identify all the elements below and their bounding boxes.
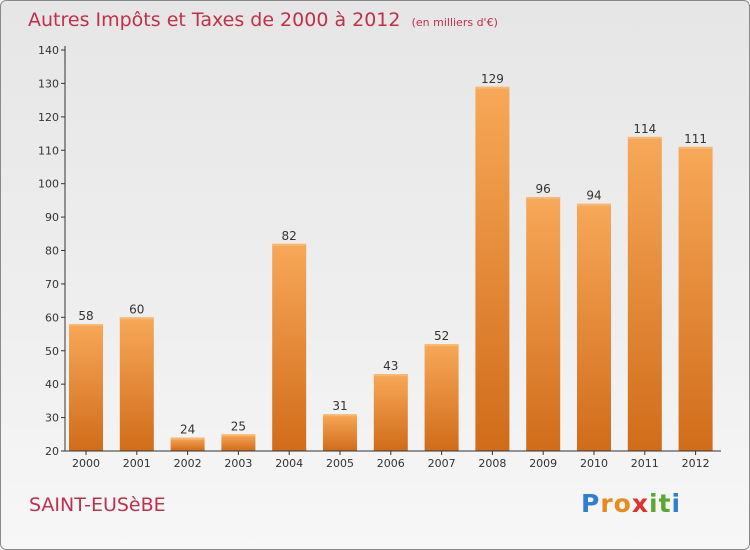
bar-2001 — [119, 317, 154, 451]
value-label: 111 — [684, 132, 707, 146]
bar-top-highlight — [221, 434, 256, 437]
city-name: SAINT-EUSèBE — [29, 494, 166, 516]
bar-top-highlight — [119, 317, 154, 320]
y-tick-label: 60 — [45, 311, 59, 324]
chart-title: Autres Impôts et Taxes de 2000 à 2012 (e… — [28, 9, 498, 31]
value-label: 60 — [129, 302, 144, 316]
chart-title-text: Autres Impôts et Taxes de 2000 à 2012 — [28, 9, 401, 31]
y-tick-label: 120 — [38, 111, 59, 124]
y-tick-label: 20 — [45, 445, 59, 458]
bar-2010 — [577, 203, 611, 451]
bar-top-highlight — [272, 243, 307, 246]
bars-group — [69, 86, 713, 452]
chart-title-unit: (en milliers d'€) — [411, 16, 498, 29]
y-tick-label: 70 — [45, 278, 59, 291]
x-tick-label: 2011 — [631, 457, 659, 470]
y-tick-label: 30 — [45, 412, 59, 425]
bar-2004 — [272, 243, 307, 451]
value-labels-group: 58 60 24 25 82 31 43 52 129 96 94 114 111 — [78, 72, 707, 437]
value-label: 82 — [282, 229, 297, 243]
x-tick-label: 2003 — [224, 457, 252, 470]
bar-2002 — [170, 437, 205, 451]
logo-letter: o — [613, 489, 632, 518]
bar-2000 — [69, 324, 103, 451]
bar-2005 — [323, 414, 357, 451]
bar-top-highlight — [323, 414, 357, 417]
bar-2003 — [221, 434, 256, 451]
value-label: 52 — [434, 329, 449, 343]
x-tick-label: 2007 — [428, 457, 456, 470]
bar-2007 — [424, 344, 459, 451]
x-tick-label: 2005 — [326, 457, 354, 470]
x-tick-label: 2012 — [682, 457, 710, 470]
bar-top-highlight — [475, 86, 510, 89]
bar-top-highlight — [577, 203, 611, 206]
x-tick-label: 2000 — [72, 457, 100, 470]
value-label: 43 — [383, 359, 398, 373]
bar-top-highlight — [424, 344, 459, 347]
value-label: 96 — [536, 182, 551, 196]
y-tick-label: 40 — [45, 378, 59, 391]
bar-top-highlight — [627, 136, 662, 139]
x-tick-label: 2001 — [123, 457, 151, 470]
y-tick-label: 80 — [45, 245, 59, 258]
bar-top-highlight — [170, 437, 205, 440]
x-tick-label: 2006 — [377, 457, 405, 470]
bar-2008 — [475, 86, 510, 451]
logo-letter: x — [631, 489, 649, 518]
x-tick-label: 2010 — [580, 457, 608, 470]
logo-letter: i — [649, 489, 659, 518]
y-tick-label: 50 — [45, 345, 59, 358]
bar-2006 — [373, 374, 408, 451]
x-ticks-group: 2000 2001 2002 2003 2004 2005 2006 2007 2008 2009… — [72, 451, 710, 470]
y-tick-label: 140 — [38, 44, 59, 57]
y-tick-label: 100 — [38, 178, 59, 191]
logo-letter: t — [658, 489, 672, 518]
logo-letter: r — [600, 489, 614, 518]
y-ticks-group: 20 30 40 50 60 70 80 90 100 110 120 130 140 — [38, 44, 65, 458]
value-label: 25 — [231, 419, 246, 433]
value-label: 94 — [586, 189, 601, 203]
y-tick-label: 110 — [38, 144, 59, 157]
y-tick-label: 130 — [38, 77, 59, 90]
bar-2011 — [627, 136, 662, 451]
x-tick-label: 2008 — [478, 457, 506, 470]
value-label: 31 — [332, 399, 347, 413]
logo-letter: i — [671, 489, 682, 518]
x-tick-label: 2002 — [174, 457, 202, 470]
bar-2012 — [678, 146, 713, 452]
y-tick-label: 90 — [45, 211, 59, 224]
value-label: 24 — [180, 423, 195, 437]
bar-top-highlight — [526, 197, 561, 200]
value-label: 114 — [633, 122, 656, 136]
x-tick-label: 2009 — [529, 457, 557, 470]
x-tick-label: 2004 — [275, 457, 303, 470]
bar-top-highlight — [678, 146, 713, 149]
bar-2009 — [526, 197, 561, 451]
value-label: 129 — [481, 72, 504, 86]
proxiti-logo: Proxiti — [581, 489, 681, 518]
logo-letter: P — [581, 489, 601, 518]
bar-top-highlight — [373, 374, 408, 377]
value-label: 58 — [78, 309, 93, 323]
bar-top-highlight — [69, 324, 103, 327]
